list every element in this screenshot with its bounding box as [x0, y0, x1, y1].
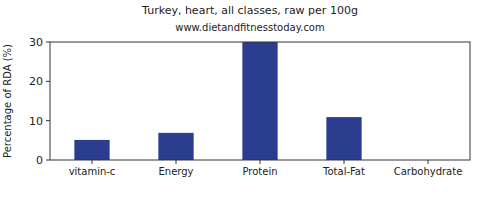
x-tick [176, 160, 177, 164]
title: Turkey, heart, all classes, raw per 100g [141, 4, 358, 17]
x-tick [428, 160, 429, 164]
x-tick [260, 160, 261, 164]
bar [326, 117, 361, 160]
y-tick [46, 160, 50, 161]
y-tick-label: 0 [36, 154, 43, 167]
bar [242, 42, 277, 160]
chart: Turkey, heart, all classes, raw per 100g… [0, 0, 500, 200]
subtitle: www.dietandfitnesstoday.com [175, 22, 324, 33]
x-tick-label: Carbohydrate [394, 166, 463, 177]
y-tick [46, 81, 50, 82]
plot-frame [50, 42, 470, 160]
x-tick-label: Protein [242, 166, 277, 177]
x-tick-label: vitamin-c [69, 166, 116, 177]
bar [74, 140, 109, 160]
y-tick [46, 120, 50, 121]
y-tick-label: 30 [29, 36, 43, 49]
y-tick-label: 20 [29, 75, 43, 88]
x-tick [92, 160, 93, 164]
x-tick [344, 160, 345, 164]
bars [74, 42, 361, 160]
y-axis-label: Percentage of RDA (%) [2, 44, 13, 158]
y-tick [46, 42, 50, 43]
y-tick-label: 10 [29, 115, 43, 128]
x-tick-label: Energy [158, 166, 193, 177]
bar [158, 133, 193, 160]
x-tick-label: Total-Fat [322, 166, 365, 177]
